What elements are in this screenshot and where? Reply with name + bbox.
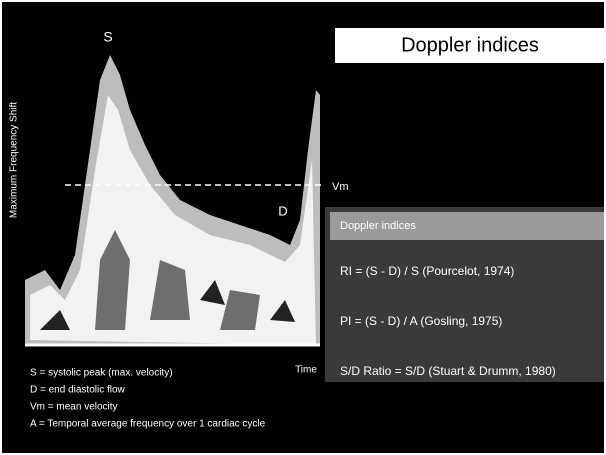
legend-line: S = systolic peak (max. velocity) <box>30 368 173 379</box>
title: Doppler indices <box>401 34 539 56</box>
index-formula: RI = (S - D) / S (Pourcelot, 1974) <box>340 264 514 278</box>
x-axis-label: Time <box>295 365 317 376</box>
peak-label: S <box>103 29 112 45</box>
index-formula: PI = (S - D) / A (Gosling, 1975) <box>340 314 502 328</box>
legend-line: A = Temporal average frequency over 1 ca… <box>30 419 266 430</box>
doppler-diagram: S D Vm Maximum Frequency Shift Time Dopp… <box>0 0 606 455</box>
y-axis-label: Maximum Frequency Shift <box>9 102 20 218</box>
index-formula: S/D Ratio = S/D (Stuart & Drumm, 1980) <box>340 364 556 378</box>
mean-label: Vm <box>332 181 349 193</box>
diastolic-label: D <box>278 203 287 218</box>
legend-line: D = end diastolic flow <box>30 385 126 396</box>
panel-header: Doppler indices <box>340 220 416 232</box>
legend-line: Vm = mean velocity <box>30 402 118 413</box>
